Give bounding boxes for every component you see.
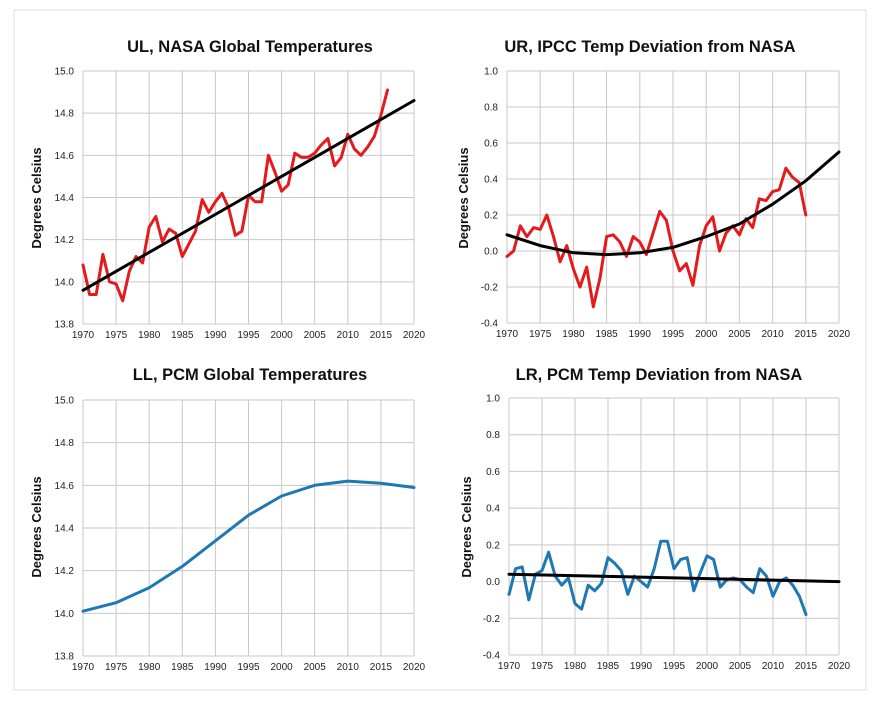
y-tick-label: -0.2 <box>483 614 501 625</box>
panel-lr-title: LR, PCM Temp Deviation from NASA <box>516 366 803 384</box>
panel-ll: 1970 1975 1980 1985 1990 1995 2000 2005 2010 2015… <box>55 396 426 674</box>
data-series-line <box>505 166 808 309</box>
x-tick-label: 2010 <box>762 661 785 672</box>
y-tick-label: 14.4 <box>55 524 75 535</box>
figure-border <box>13 9 867 691</box>
x-tick-label: 1970 <box>498 661 521 672</box>
y-tick-label: 14.0 <box>55 277 75 288</box>
x-tick-label: 1985 <box>171 662 194 673</box>
x-tick-label: 2020 <box>403 330 426 341</box>
x-tick-label: 1990 <box>629 329 652 340</box>
y-tick-label: 13.8 <box>55 320 75 331</box>
data-series-line <box>81 88 389 303</box>
x-tick-label: 1995 <box>662 329 685 340</box>
y-tick-label: 14.8 <box>55 438 75 449</box>
panel-ul-title: UL, NASA Global Temperatures <box>127 38 373 56</box>
y-tick-label: 0.0 <box>486 577 500 588</box>
y-tick-label: -0.4 <box>483 651 501 662</box>
y-tick-label: 0.0 <box>484 247 498 258</box>
panel-lr-ylabel: Degrees Celsius <box>459 476 474 577</box>
x-tick-label: 2015 <box>370 330 393 341</box>
x-tick-label: 1975 <box>529 329 552 340</box>
y-tick-label: 0.8 <box>486 430 500 441</box>
y-tick-label: 15.0 <box>55 67 75 78</box>
x-tick-label: 2015 <box>795 661 818 672</box>
y-tick-label: 1.0 <box>484 67 498 78</box>
x-tick-label: 1995 <box>237 662 260 673</box>
x-tick-label: 2000 <box>696 661 719 672</box>
y-tick-label: 13.8 <box>55 652 75 663</box>
y-tick-label: 15.0 <box>55 396 75 407</box>
y-tick-label: 0.2 <box>484 211 498 222</box>
x-tick-label: 1985 <box>595 329 618 340</box>
y-tick-label: 1.0 <box>486 394 500 405</box>
x-tick-label: 1995 <box>663 661 686 672</box>
x-tick-label: 1995 <box>237 330 260 341</box>
data-series-line <box>81 479 416 613</box>
x-tick-label: 2005 <box>728 329 751 340</box>
x-tick-label: 2000 <box>270 662 293 673</box>
x-tick-label: 1975 <box>105 330 128 341</box>
x-tick-label: 1970 <box>72 330 95 341</box>
x-tick-label: 1970 <box>72 662 95 673</box>
x-tick-label: 1985 <box>597 661 620 672</box>
x-tick-label: 1980 <box>562 329 585 340</box>
y-tick-label: 14.0 <box>55 609 75 620</box>
y-tick-label: 14.2 <box>55 566 75 577</box>
x-tick-label: 1980 <box>138 662 161 673</box>
x-tick-label: 2020 <box>828 661 851 672</box>
y-tick-label: 0.6 <box>484 139 498 150</box>
y-tick-label: 14.6 <box>55 481 75 492</box>
y-tick-label: 14.8 <box>55 109 75 120</box>
y-tick-label: -0.2 <box>481 283 499 294</box>
y-tick-label: 0.4 <box>486 504 500 515</box>
trend-line <box>505 150 841 257</box>
x-tick-label: 1980 <box>564 661 587 672</box>
x-tick-label: 2010 <box>337 330 360 341</box>
panel-ul: 1970 1975 1980 1985 1990 1995 2000 2005 2010 2015… <box>55 67 426 342</box>
y-tick-label: 14.6 <box>55 151 75 162</box>
x-tick-label: 2005 <box>729 661 752 672</box>
x-tick-label: 1980 <box>138 330 161 341</box>
x-tick-label: 1985 <box>171 330 194 341</box>
x-tick-label: 1990 <box>204 330 227 341</box>
x-tick-label: 1975 <box>531 661 554 672</box>
x-tick-label: 1990 <box>204 662 227 673</box>
x-tick-label: 2000 <box>270 330 293 341</box>
x-tick-label: 2005 <box>304 330 327 341</box>
panel-lr: 1970 1975 1980 1985 1990 1995 2000 2005 2010 2015… <box>483 394 851 673</box>
y-tick-label: 0.4 <box>484 175 498 186</box>
x-tick-label: 2010 <box>337 662 360 673</box>
trend-line <box>507 572 841 584</box>
x-tick-label: 2020 <box>828 329 851 340</box>
panel-ur: 1970 1975 1980 1985 1990 1995 2000 2005 2010 2015… <box>481 67 851 341</box>
y-tick-label: 0.8 <box>484 103 498 114</box>
panel-ul-ylabel: Degrees Celsius <box>29 147 44 248</box>
y-tick-label: -0.4 <box>481 319 499 330</box>
x-tick-label: 2000 <box>695 329 718 340</box>
panel-ll-ylabel: Degrees Celsius <box>29 476 44 577</box>
y-tick-label: 0.6 <box>486 467 500 478</box>
trend-line <box>81 99 416 292</box>
panel-ur-title: UR, IPCC Temp Deviation from NASA <box>504 38 795 56</box>
panel-ll-title: LL, PCM Global Temperatures <box>133 366 367 384</box>
y-tick-label: 14.4 <box>55 193 75 204</box>
panel-ur-ylabel: Degrees Celsius <box>456 147 471 248</box>
y-tick-label: 0.2 <box>486 540 500 551</box>
x-tick-label: 1975 <box>105 662 128 673</box>
x-tick-label: 2020 <box>403 662 426 673</box>
x-tick-label: 2010 <box>761 329 784 340</box>
x-tick-label: 1970 <box>496 329 519 340</box>
x-tick-label: 2015 <box>795 329 818 340</box>
y-tick-label: 14.2 <box>55 235 75 246</box>
x-tick-label: 1990 <box>630 661 653 672</box>
x-tick-label: 2015 <box>370 662 393 673</box>
x-tick-label: 2005 <box>304 662 327 673</box>
